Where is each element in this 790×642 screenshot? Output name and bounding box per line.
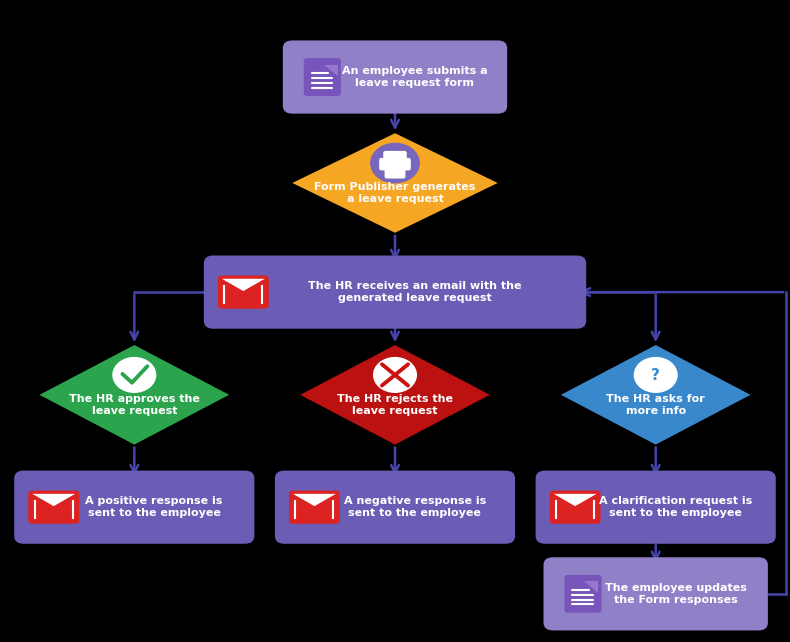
Text: A negative response is
sent to the employee: A negative response is sent to the emplo… [344, 496, 486, 518]
FancyBboxPatch shape [204, 256, 586, 329]
Text: A positive response is
sent to the employee: A positive response is sent to the emplo… [85, 496, 223, 518]
FancyBboxPatch shape [275, 471, 515, 544]
Text: The HR receives an email with the
generated leave request: The HR receives an email with the genera… [308, 281, 521, 303]
Text: The employee updates
the Form responses: The employee updates the Form responses [604, 583, 747, 605]
Text: Form Publisher generates
a leave request: Form Publisher generates a leave request [314, 182, 476, 204]
FancyBboxPatch shape [550, 490, 600, 524]
FancyBboxPatch shape [383, 151, 407, 164]
FancyBboxPatch shape [544, 557, 768, 630]
FancyBboxPatch shape [283, 40, 507, 114]
Polygon shape [584, 582, 599, 593]
Circle shape [371, 143, 419, 183]
FancyBboxPatch shape [564, 575, 602, 612]
Polygon shape [32, 494, 75, 506]
FancyBboxPatch shape [289, 490, 340, 524]
FancyBboxPatch shape [28, 490, 79, 524]
Polygon shape [554, 494, 596, 506]
Text: ?: ? [651, 369, 660, 383]
Polygon shape [293, 494, 336, 506]
Text: A clarification request is
sent to the employee: A clarification request is sent to the e… [599, 496, 752, 518]
Circle shape [634, 358, 677, 392]
Polygon shape [222, 279, 265, 291]
FancyBboxPatch shape [14, 471, 254, 544]
Circle shape [113, 358, 156, 392]
Text: The HR approves the
leave request: The HR approves the leave request [69, 394, 200, 415]
FancyBboxPatch shape [303, 58, 340, 96]
Polygon shape [324, 65, 338, 76]
Polygon shape [40, 345, 229, 444]
Text: The HR asks for
more info: The HR asks for more info [607, 394, 705, 415]
Circle shape [374, 358, 416, 392]
Text: The HR rejects the
leave request: The HR rejects the leave request [337, 394, 453, 415]
FancyBboxPatch shape [379, 158, 411, 170]
Text: An employee submits a
leave request form: An employee submits a leave request form [342, 66, 487, 88]
FancyBboxPatch shape [218, 275, 269, 309]
Polygon shape [561, 345, 750, 444]
Polygon shape [300, 345, 490, 444]
FancyBboxPatch shape [385, 166, 405, 178]
Polygon shape [292, 134, 498, 233]
FancyBboxPatch shape [536, 471, 776, 544]
